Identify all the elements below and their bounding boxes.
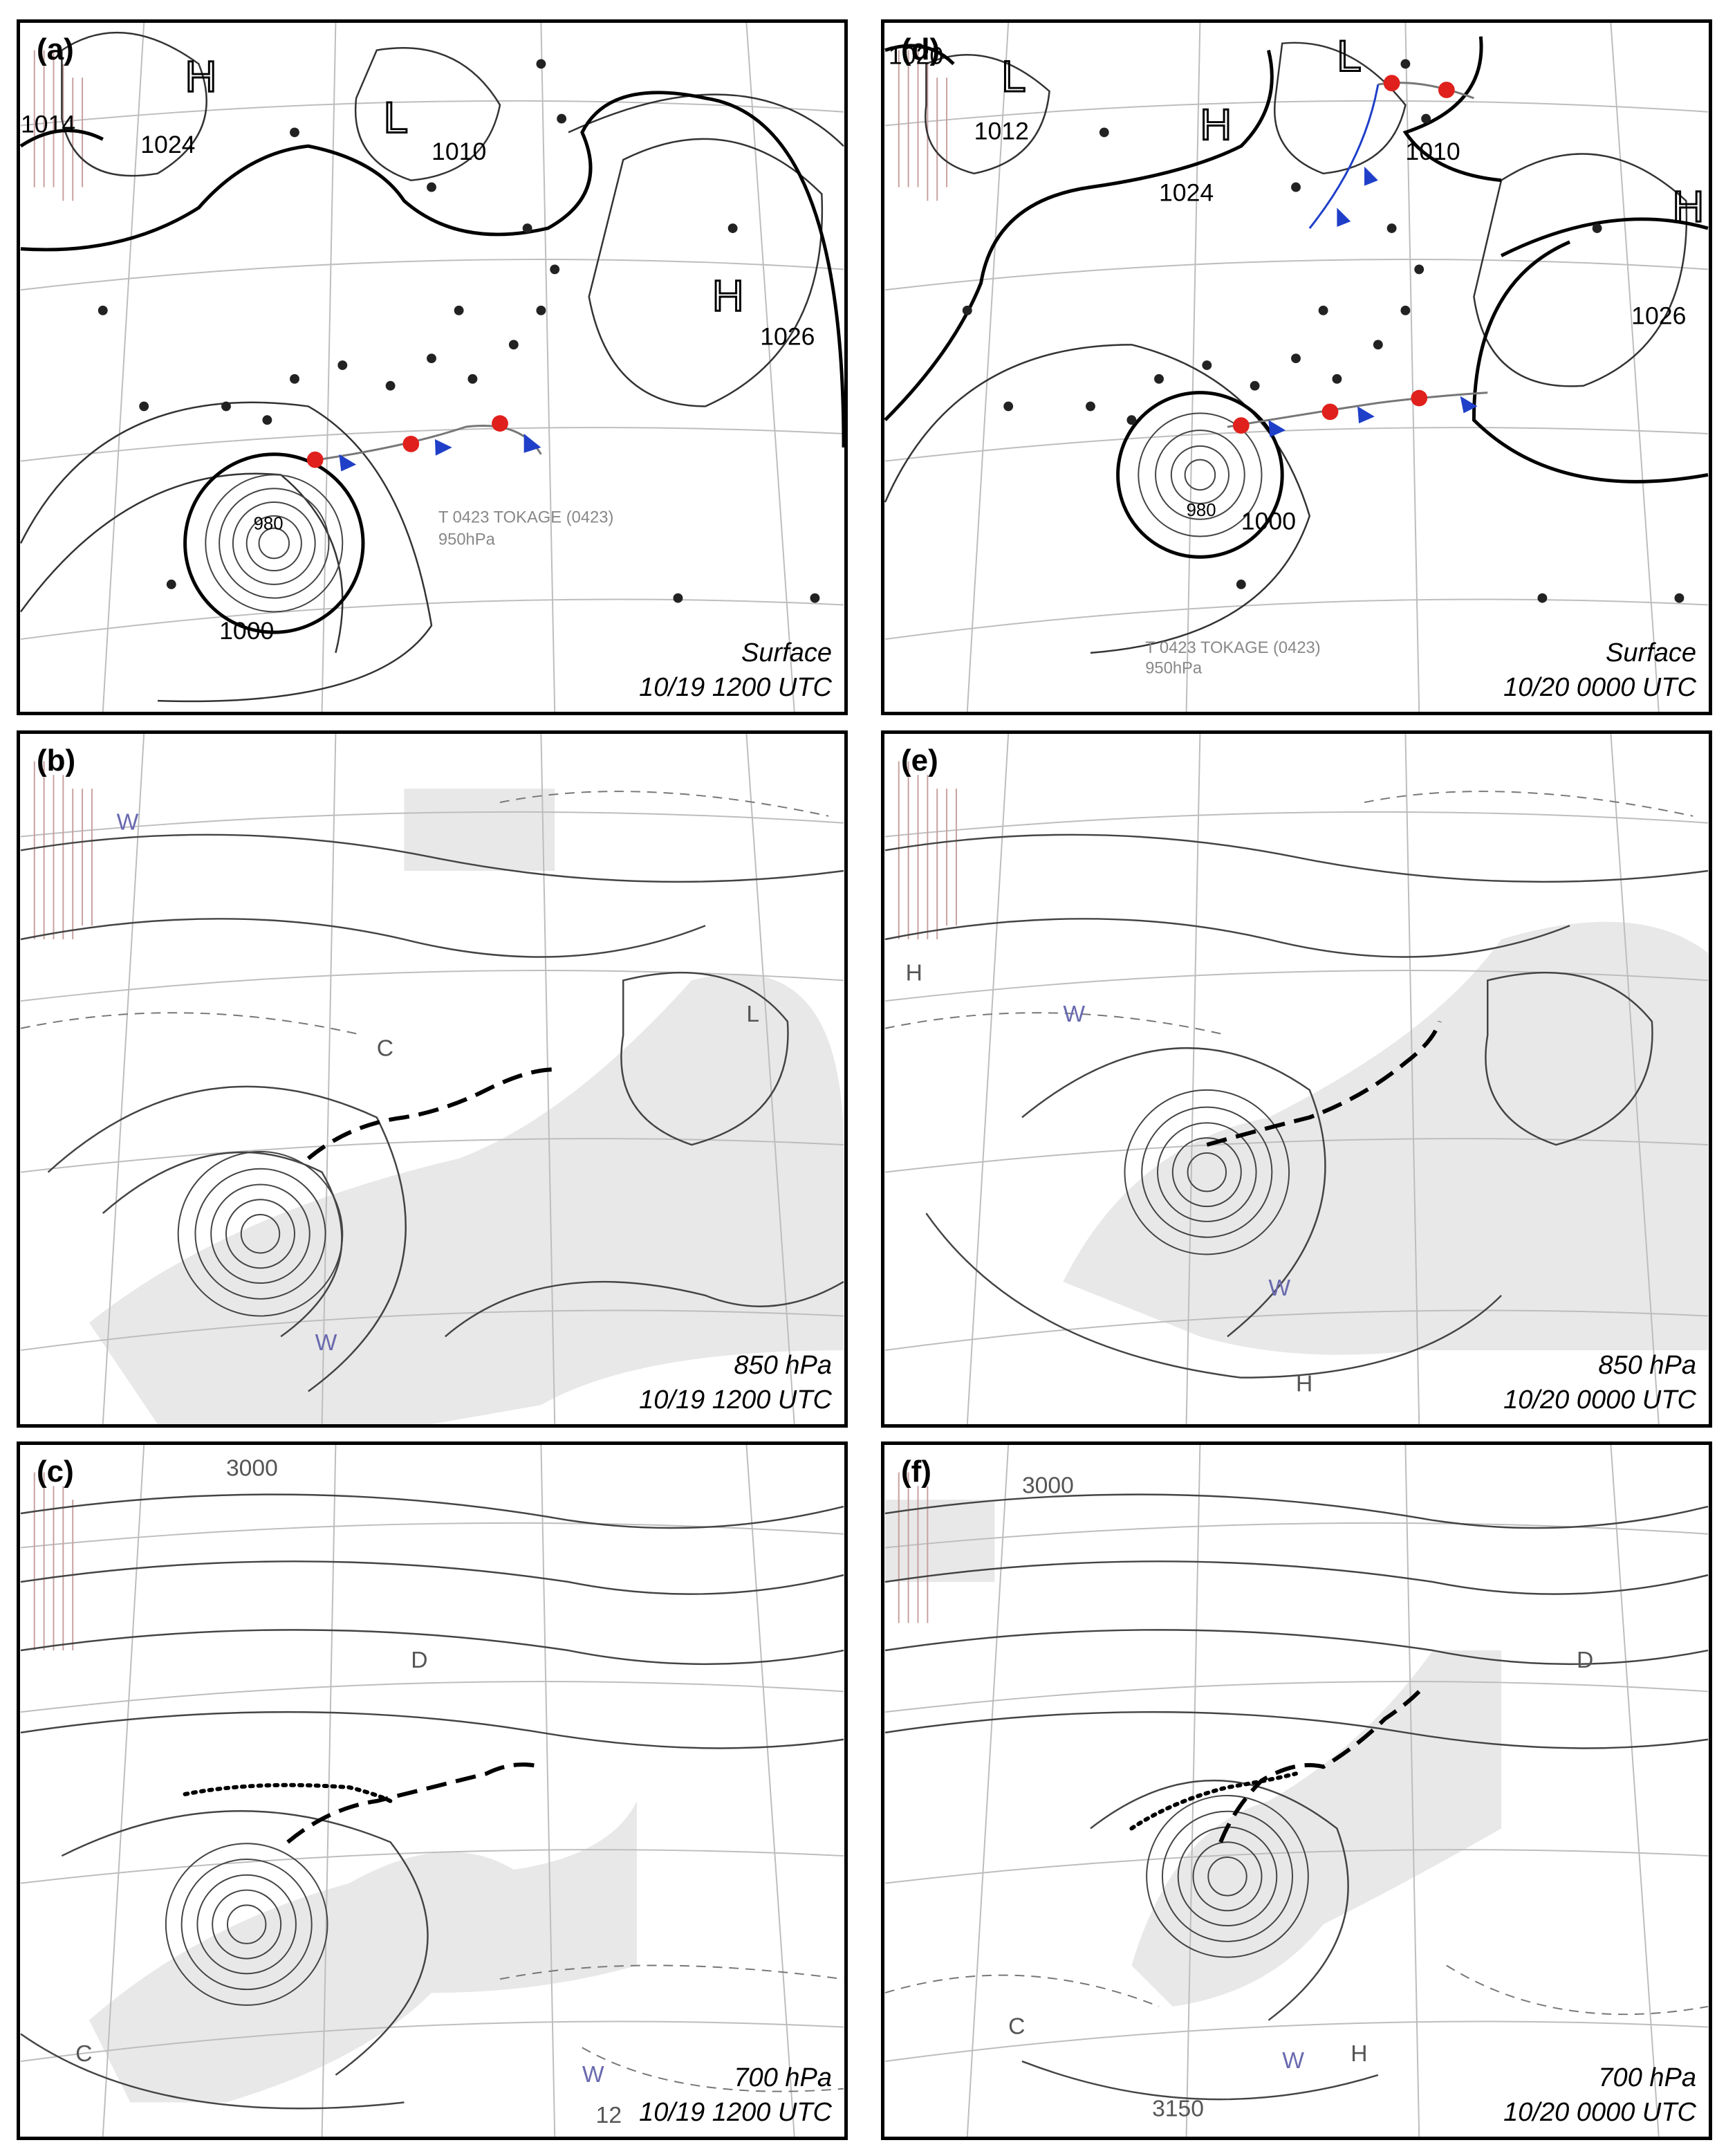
pressure-center-d-0: L	[1001, 53, 1026, 101]
upper-label-c-0: 3000	[226, 1456, 278, 1482]
upper-label-c-2: C	[75, 2041, 92, 2067]
typhoon-level-a: 950hPa	[438, 530, 496, 549]
isobar-label-a-5: 1000	[219, 617, 274, 645]
pressure-center-a-2: H	[712, 272, 744, 320]
upper-label-b-0: C	[377, 1035, 393, 1061]
upper-label-f-4: H	[1351, 2041, 1367, 2067]
isobar-label-a-4: 980	[254, 515, 284, 534]
typhoon-level-d: 950hPa	[1145, 659, 1203, 678]
panel-caption-e: 850 hPa 10/20 0000 UTC	[1503, 1348, 1696, 1417]
upper-label-f-1: D	[1577, 1648, 1593, 1673]
upper-map-b: C W W L	[20, 734, 844, 1424]
panel-time-f: 10/20 0000 UTC	[1503, 2098, 1696, 2127]
panel-e-850hpa-0000: H W W H (e) 850 hPa 10/20 0000 UTC	[881, 730, 1712, 1428]
typhoon-label-a: T 0423 TOKAGE (0423)	[438, 508, 613, 527]
typhoon-label-d: T 0423 TOKAGE (0423)	[1145, 638, 1320, 657]
panel-level-f: 700 hPa	[1598, 2063, 1696, 2092]
panel-label-c: (c)	[37, 1455, 74, 1489]
isobar-label-d-1: 1012	[974, 117, 1029, 145]
isobar-label-d-4: 1026	[1631, 302, 1686, 330]
panel-d-surface-0000: L H L H 1020 1012 1024 1010 1026 980 100…	[881, 19, 1712, 715]
upper-map-f: 3000 D C W H 3150	[884, 1445, 1709, 2137]
pressure-center-d-3: H	[1673, 183, 1705, 231]
panel-time-a: 10/19 1200 UTC	[639, 673, 832, 702]
panel-time-b: 10/19 1200 UTC	[639, 1385, 832, 1415]
isobar-label-d-6: 1000	[1241, 508, 1296, 535]
upper-label-b-1: W	[117, 810, 139, 836]
upper-map-c: 3000 D C W 12	[20, 1445, 844, 2137]
panel-level-e: 850 hPa	[1598, 1351, 1696, 1380]
upper-label-c-4: 12	[596, 2103, 622, 2128]
isobar-label-a-2: 1010	[432, 138, 486, 165]
panel-level-d: Surface	[1606, 638, 1696, 667]
panel-time-e: 10/20 0000 UTC	[1503, 1385, 1696, 1415]
isobar-label-d-2: 1024	[1159, 178, 1214, 206]
upper-map-e: H W W H	[884, 734, 1709, 1424]
panel-label-a: (a)	[37, 33, 74, 66]
panel-label-f: (f)	[901, 1455, 931, 1489]
upper-label-f-5: 3150	[1152, 2096, 1204, 2121]
upper-label-c-1: D	[411, 1648, 427, 1673]
upper-label-e-0: H	[906, 960, 922, 986]
upper-label-b-2: W	[315, 1330, 337, 1356]
panel-label-b: (b)	[37, 744, 76, 777]
upper-label-c-3: W	[582, 2062, 604, 2088]
upper-label-e-1: W	[1063, 1002, 1085, 1027]
panel-b-850hpa-1200: C W W L (b) 850 hPa 10/19 1200 UTC	[17, 730, 848, 1428]
isobar-label-a-1: 1014	[21, 110, 75, 138]
upper-label-f-3: W	[1282, 2048, 1304, 2074]
panel-caption-f: 700 hPa 10/20 0000 UTC	[1503, 2061, 1696, 2130]
panel-a-surface-1200: H L H 1024 1014 1010 1026 980 1000 T 042…	[17, 19, 848, 715]
panel-label-d: (d)	[901, 33, 940, 66]
upper-label-f-0: 3000	[1022, 1473, 1074, 1498]
panel-level-b: 850 hPa	[734, 1351, 832, 1380]
surface-map-d: L H L H 1020 1012 1024 1010 1026 980 100…	[884, 23, 1709, 712]
isobar-label-a-0: 1024	[140, 131, 195, 158]
pressure-center-a-0: H	[185, 53, 217, 101]
upper-label-e-2: W	[1268, 1275, 1290, 1301]
panel-c-700hpa-1200: 3000 D C W 12 (c) 700 hPa 10/19 1200 UTC	[17, 1441, 848, 2140]
pressure-center-d-1: H	[1200, 100, 1232, 149]
pressure-center-d-2: L	[1337, 32, 1361, 80]
panel-caption-a: Surface 10/19 1200 UTC	[639, 636, 832, 705]
panel-level-c: 700 hPa	[734, 2063, 832, 2092]
isobar-label-d-5: 980	[1187, 501, 1216, 520]
isobar-label-a-3: 1026	[760, 322, 815, 350]
surface-map-a: H L H 1024 1014 1010 1026 980 1000 T 042…	[20, 23, 844, 712]
panel-caption-c: 700 hPa 10/19 1200 UTC	[639, 2061, 832, 2130]
panel-level-a: Surface	[741, 638, 832, 667]
pressure-center-a-1: L	[384, 93, 408, 142]
upper-label-f-2: C	[1008, 2014, 1025, 2039]
panel-caption-b: 850 hPa 10/19 1200 UTC	[639, 1348, 832, 1417]
panel-time-d: 10/20 0000 UTC	[1503, 673, 1696, 702]
isobar-label-d-3: 1010	[1405, 138, 1460, 165]
isobar-label-d-0: 1020	[889, 42, 943, 69]
panel-caption-d: Surface 10/20 0000 UTC	[1503, 636, 1696, 705]
upper-label-b-3: L	[746, 1002, 759, 1027]
upper-label-e-3: H	[1296, 1371, 1312, 1397]
panel-f-700hpa-0000: 3000 D C W H 3150 (f) 700 hPa 10/20 0000…	[881, 1441, 1712, 2140]
panel-time-c: 10/19 1200 UTC	[639, 2098, 832, 2127]
panel-label-e: (e)	[901, 744, 938, 777]
